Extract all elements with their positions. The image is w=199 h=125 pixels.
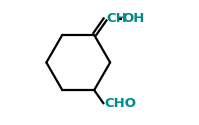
Text: CH: CH [106,12,127,25]
Text: CHO: CHO [104,97,136,110]
Text: OH: OH [123,12,145,25]
